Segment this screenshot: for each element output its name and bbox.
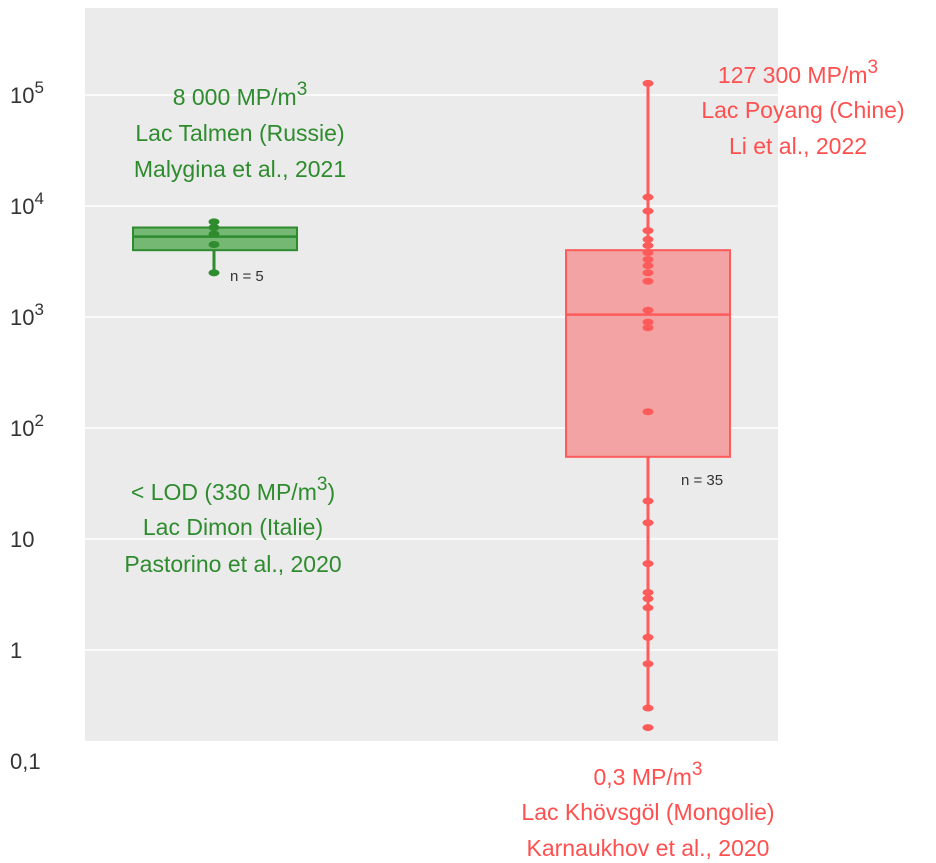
data-point [642,588,654,596]
n-label: n = 5 [230,268,264,285]
data-point [642,255,654,263]
data-point [208,230,220,238]
data-point [642,269,654,277]
annotation-dimon-lake: Lac Dimon (Italie) [143,514,323,540]
green-annotations: 8 000 MP/m3 Lac Talmen (Russie) Malygina… [124,79,346,577]
y-tick-label: 10 [10,527,34,552]
annotation-khovsgol-ref: Karnaukhov et al., 2020 [527,835,770,861]
data-point [208,224,220,232]
data-point [642,497,654,505]
y-tick-label: 1 [10,638,22,663]
box-group: n = 5 [132,218,298,285]
box-group: n = 35 [565,79,731,732]
data-point [642,318,654,326]
data-point [642,633,654,641]
data-point [642,242,654,250]
data-point [642,324,654,332]
data-point [642,249,654,257]
data-point [642,560,654,568]
y-tick-label: 103 [10,300,44,330]
annotation-talmen-value: 8 000 MP/m3 [173,79,308,110]
data-point [208,269,220,277]
grid-lines [85,94,778,651]
annotation-dimon-value: < LOD (330 MP/m3) [131,474,335,505]
data-point [642,519,654,527]
data-point [642,227,654,235]
n-label: n = 35 [681,472,723,489]
annotation-khovsgol-lake: Lac Khövsgöl (Mongolie) [521,799,774,825]
y-tick-label: 0,1 [10,749,41,774]
data-point [642,235,654,243]
annotation-dimon-ref: Pastorino et al., 2020 [124,551,341,577]
data-point [642,595,654,603]
annotation-khovsgol-value: 0,3 MP/m3 [594,759,703,790]
data-point [642,277,654,285]
data-point [642,306,654,314]
annotation-poyang-ref: Li et al., 2022 [729,133,867,159]
red-annotations: 127 300 MP/m3 Lac Poyang (Chine) Li et a… [521,57,904,861]
annotation-talmen-lake: Lac Talmen (Russie) [135,120,344,146]
box-series: n = 5 n = 35 [132,79,731,732]
data-point [642,79,654,87]
data-point [208,240,220,248]
data-point [208,218,220,226]
y-tick-label: 102 [10,411,44,441]
data-point [642,724,654,732]
data-point [642,704,654,712]
annotation-poyang-value: 127 300 MP/m3 [718,57,878,88]
annotation-poyang-lake: Lac Poyang (Chine) [701,97,904,123]
data-point [642,604,654,612]
annotation-talmen-ref: Malygina et al., 2021 [134,156,346,182]
data-point [642,660,654,668]
data-point [642,408,654,416]
y-tick-label: 105 [10,78,44,108]
data-point [642,193,654,201]
data-point [642,207,654,215]
y-tick-label: 104 [10,189,44,219]
data-point [642,262,654,270]
